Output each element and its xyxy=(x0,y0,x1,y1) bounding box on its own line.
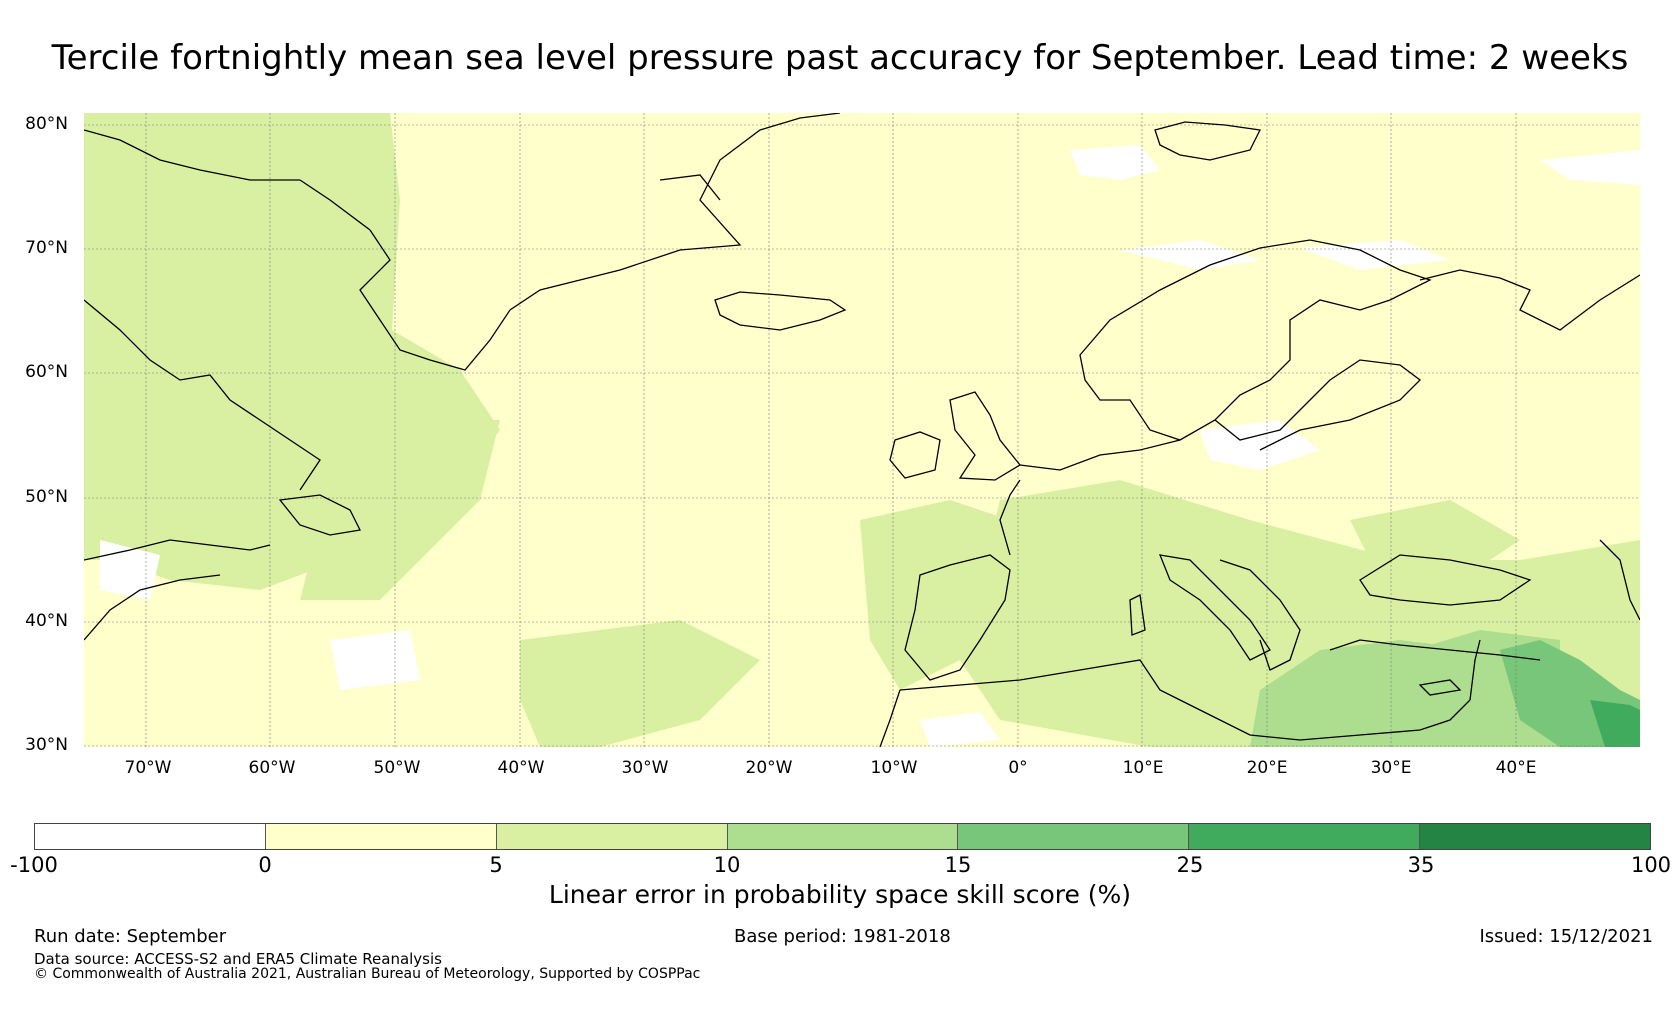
colorbar-tick-100: 100 xyxy=(1630,853,1672,877)
coast-ireland xyxy=(889,431,941,479)
colorbar-tick-10: 10 xyxy=(713,853,741,877)
coastlines xyxy=(84,113,1640,747)
coast-us-east xyxy=(84,574,221,641)
coast-iberia xyxy=(904,554,1011,681)
map-title: Tercile fortnightly mean sea level press… xyxy=(51,38,1629,78)
lat-label-50n: 50°N xyxy=(25,487,68,507)
base-period: Base period: 1981-2018 xyxy=(734,926,951,947)
coast-svalbard xyxy=(1154,121,1261,161)
colorbar-segment-neg100-0 xyxy=(35,824,266,849)
run-date: Run date: September xyxy=(34,926,227,947)
colorbar-segment-15-25 xyxy=(958,824,1190,849)
region-middle-east-peak xyxy=(1590,700,1640,747)
lon-label-60w: 60°W xyxy=(248,758,296,778)
coast-labrador xyxy=(84,299,321,491)
region-atlantic-strip xyxy=(860,500,1010,690)
region-mid-atlantic xyxy=(520,620,760,747)
issued-date: Issued: 15/12/2021 xyxy=(1479,926,1653,947)
region-north-atlantic-west xyxy=(300,420,500,600)
lon-label-30w: 30°W xyxy=(621,758,669,778)
coast-france xyxy=(999,479,1021,556)
coast-russia-north xyxy=(1419,269,1640,331)
coast-black-sea xyxy=(1359,554,1532,606)
coast-sardinia xyxy=(1129,594,1146,636)
colorbar-segment-5-10 xyxy=(496,824,728,849)
lat-label-40n: 40°N xyxy=(25,611,68,631)
coast-britain xyxy=(949,391,1021,481)
lon-label-70w: 70°W xyxy=(124,758,172,778)
lon-label-40e: 40°E xyxy=(1495,758,1537,778)
coast-levant xyxy=(1469,639,1481,701)
colorbar-tick-15: 15 xyxy=(944,853,972,877)
colorbar-segment-10-15 xyxy=(727,824,959,849)
colorbar-tick-25: 25 xyxy=(1176,853,1204,877)
data-source: Data source: ACCESS-S2 and ERA5 Climate … xyxy=(34,950,442,968)
region-arctic-gap-2 xyxy=(1540,150,1640,185)
colorbar xyxy=(34,823,1651,850)
colorbar-segment-35-100 xyxy=(1420,824,1651,849)
lat-label-70n: 70°N xyxy=(25,238,68,258)
region-atlantic-gap xyxy=(330,630,420,690)
lat-label-60n: 60°N xyxy=(25,362,68,382)
lon-label-20w: 20°W xyxy=(745,758,793,778)
colorbar-tick-35: 35 xyxy=(1407,853,1435,877)
coast-balkans-greece xyxy=(1219,559,1301,671)
lon-label-0: 0° xyxy=(1008,758,1028,778)
colorbar-tick-0: 0 xyxy=(258,853,272,877)
coast-africa-west xyxy=(879,689,901,747)
colorbar-tick-neg100: -100 xyxy=(10,853,58,877)
coast-north-europe xyxy=(1019,439,1181,471)
coast-north-africa xyxy=(899,659,1471,741)
lon-label-20e: 20°E xyxy=(1246,758,1288,778)
coast-italy xyxy=(1158,554,1271,661)
region-arctic-gap-4 xyxy=(1300,240,1450,270)
coast-baltic xyxy=(1214,359,1421,451)
lon-label-10e: 10°E xyxy=(1122,758,1164,778)
lon-label-50w: 50°W xyxy=(373,758,421,778)
coast-greenland xyxy=(299,113,841,371)
coast-nova-scotia xyxy=(84,539,271,561)
region-canada-gap xyxy=(100,540,160,600)
lon-label-30e: 30°E xyxy=(1370,758,1412,778)
region-arctic-gap-1 xyxy=(1070,145,1160,180)
coast-turkey xyxy=(1329,639,1541,661)
lon-label-10w: 10°W xyxy=(870,758,918,778)
colorbar-segment-0-5 xyxy=(265,824,497,849)
colorbar-segment-25-35 xyxy=(1189,824,1421,849)
coast-cyprus xyxy=(1418,679,1462,696)
colorbar-label: Linear error in probability space skill … xyxy=(548,880,1132,909)
coast-baffin xyxy=(84,129,300,181)
coast-scandinavia xyxy=(1079,239,1432,441)
coast-greenland-east-islands xyxy=(659,174,721,201)
copyright: © Commonwealth of Australia 2021, Austra… xyxy=(34,966,701,982)
lat-label-30n: 30°N xyxy=(25,735,68,755)
graticule xyxy=(84,113,1640,747)
lat-label-80n: 80°N xyxy=(25,114,68,134)
coast-caspian xyxy=(1599,539,1640,621)
coast-newfoundland xyxy=(278,494,361,536)
region-arctic-gap-3 xyxy=(1120,240,1260,270)
colorbar-tick-5: 5 xyxy=(489,853,503,877)
lon-label-40w: 40°W xyxy=(497,758,545,778)
region-sahara-gap xyxy=(920,712,1000,747)
coast-iceland xyxy=(714,291,847,331)
